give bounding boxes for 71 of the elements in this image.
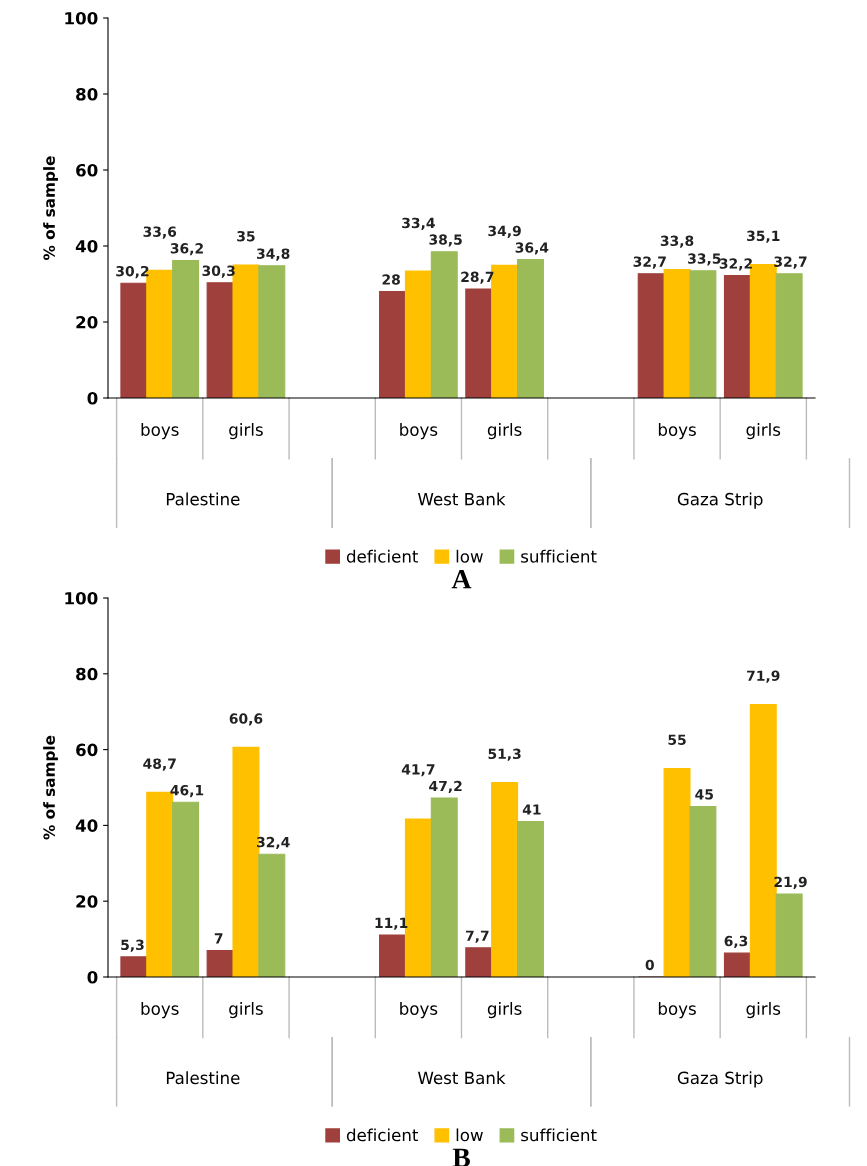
data-label: 28 bbox=[382, 274, 400, 285]
y-tick-label: 20 bbox=[76, 315, 98, 329]
y-tick-label: 80 bbox=[76, 667, 98, 681]
legend-label: deficient bbox=[346, 549, 419, 563]
data-label: 38,5 bbox=[429, 234, 462, 247]
y-tick-label: 80 bbox=[76, 87, 98, 101]
y-tick-label: 40 bbox=[75, 239, 98, 253]
x-tick-label: girls bbox=[229, 1002, 263, 1019]
x-tick-label: girls bbox=[487, 423, 522, 440]
text: Palestine bbox=[166, 1071, 240, 1085]
y-tick-label: 60 bbox=[76, 163, 98, 177]
text: B bbox=[452, 1148, 470, 1166]
y-tick-label: 0 bbox=[87, 391, 98, 405]
x-tick-label: boys bbox=[658, 1002, 696, 1019]
data-label: 35 bbox=[237, 230, 255, 242]
x-tick-label: girls bbox=[746, 423, 781, 440]
y-tick-label: 0 bbox=[87, 970, 98, 984]
x-tick-label: girls bbox=[746, 1002, 781, 1019]
y-tick-label: 20 bbox=[76, 895, 98, 908]
data-label: 60,6 bbox=[229, 713, 263, 726]
x-tick-label: boys bbox=[658, 423, 696, 440]
data-label: 30,2 bbox=[116, 265, 149, 279]
data-label: 33,5 bbox=[688, 253, 721, 266]
y-tick-label: 40 bbox=[75, 819, 98, 832]
y-axis-title: % of sample bbox=[43, 156, 58, 260]
data-label: 33,8 bbox=[660, 235, 694, 248]
data-label: 0 bbox=[645, 959, 654, 971]
x-tick-label: boys bbox=[400, 423, 438, 440]
data-label: 32,7 bbox=[633, 256, 666, 269]
data-label: 48,7 bbox=[143, 758, 176, 771]
data-label: 47,2 bbox=[429, 780, 462, 794]
legend-label: sufficient bbox=[521, 549, 597, 563]
data-label: 5,3 bbox=[121, 939, 144, 952]
data-label: 7 bbox=[214, 933, 223, 944]
legend-label: low bbox=[456, 1128, 483, 1142]
x-tick-label: boys bbox=[141, 1002, 179, 1019]
x-tick-label: boys bbox=[141, 423, 179, 440]
text: West Bank bbox=[417, 1071, 506, 1085]
data-label: 36,2 bbox=[170, 243, 203, 256]
text: Gaza Strip bbox=[677, 492, 763, 509]
y-axis-title: % of sample bbox=[43, 735, 58, 840]
data-label: 34,9 bbox=[488, 225, 521, 238]
legend-label: sufficient bbox=[521, 1128, 597, 1142]
y-tick-label: 100 bbox=[65, 591, 98, 605]
data-label: 33,6 bbox=[143, 226, 177, 239]
text: Palestine bbox=[166, 492, 240, 506]
text: West Bank bbox=[417, 492, 506, 506]
data-label: 7,7 bbox=[465, 930, 489, 943]
data-label: 45 bbox=[695, 789, 713, 800]
data-label: 51,3 bbox=[488, 748, 521, 761]
data-label: 6,3 bbox=[724, 935, 748, 949]
text: Gaza Strip bbox=[677, 1071, 763, 1088]
data-label: 46,1 bbox=[170, 784, 204, 798]
legend-label: low bbox=[456, 549, 483, 563]
data-label: 55 bbox=[668, 734, 686, 746]
data-label: 41 bbox=[522, 804, 541, 815]
data-label: 32,7 bbox=[774, 256, 807, 269]
data-label: 32,2 bbox=[719, 258, 752, 271]
x-tick-label: boys bbox=[400, 1002, 438, 1019]
x-tick-label: girls bbox=[487, 1002, 522, 1019]
data-label: 34,8 bbox=[257, 248, 290, 261]
x-tick-label: girls bbox=[229, 423, 263, 440]
data-label: 33,4 bbox=[402, 217, 435, 230]
y-tick-label: 60 bbox=[76, 743, 98, 757]
legend-label: deficient bbox=[346, 1128, 419, 1142]
data-label: 71,9 bbox=[747, 670, 780, 683]
data-label: 36,4 bbox=[515, 242, 549, 255]
data-label: 35,1 bbox=[747, 230, 780, 243]
text: A bbox=[451, 569, 472, 589]
y-tick-label: 100 bbox=[65, 11, 98, 25]
data-label: 41,7 bbox=[401, 764, 435, 777]
